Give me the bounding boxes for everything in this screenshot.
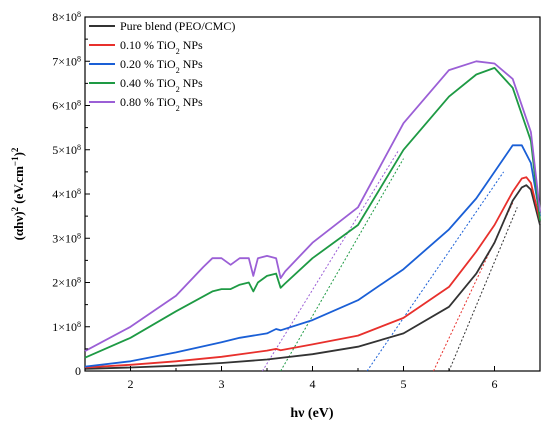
y-tick-exponent: 8 <box>77 10 81 19</box>
x-tick-label: 3 <box>219 377 225 391</box>
y-tick-label: 1×108 <box>52 319 81 334</box>
legend-label-text: 0.40 % TiO <box>120 76 176 90</box>
x-axis-label: hν (eV) <box>290 406 334 421</box>
y-tick-mantissa: 2×10 <box>52 276 77 290</box>
legend: Pure blend (PEO/CMC)0.10 % TiO2 NPs0.20 … <box>89 19 235 113</box>
y-tick-mantissa: 7×10 <box>52 54 77 68</box>
legend-label: 0.10 % TiO2 NPs <box>120 38 203 56</box>
legend-label-suffix: NPs <box>180 57 203 71</box>
y-tick-mantissa: 1×10 <box>52 320 77 334</box>
series-line <box>84 144 541 368</box>
fit-line <box>262 149 400 372</box>
x-axis-ticks: 2 3 4 5 6 <box>84 366 541 391</box>
y-tick-label: 7×108 <box>52 54 81 69</box>
y-tick-exponent: 8 <box>77 187 81 196</box>
legend-label: Pure blend (PEO/CMC) <box>120 19 235 33</box>
y-tick-exponent: 8 <box>77 142 81 151</box>
y-tick-label: 6×108 <box>52 98 81 113</box>
legend-label-suffix: NPs <box>180 38 203 52</box>
y-tick-exponent: 8 <box>77 54 81 63</box>
legend-label-subscript: 2 <box>176 47 180 56</box>
legend-label-suffix: NPs <box>180 76 203 90</box>
y-tick-label: 8×108 <box>52 10 81 25</box>
y-tick-mantissa: 0 <box>75 364 81 378</box>
legend-label-text: 0.10 % TiO <box>120 38 176 52</box>
legend-label-subscript: 2 <box>176 104 180 113</box>
legend-label-subscript: 2 <box>176 85 180 94</box>
y-tick-mantissa: 4×10 <box>52 187 77 201</box>
series-line <box>84 184 541 370</box>
y-tick-exponent: 8 <box>77 319 81 328</box>
y-tick-label: 4×108 <box>52 187 81 202</box>
y-tick-mantissa: 5×10 <box>52 143 77 157</box>
y-tick-exponent: 8 <box>77 98 81 107</box>
x-tick-label: 6 <box>492 377 498 391</box>
y-tick-exponent: 8 <box>77 275 81 284</box>
y-tick-label: 0 <box>75 364 81 378</box>
y-tick-label: 3×108 <box>52 231 81 246</box>
y-tick-label: 2×108 <box>52 275 81 290</box>
fit-line <box>433 202 514 372</box>
x-tick-label: 2 <box>128 377 134 391</box>
x-tick-label: 4 <box>310 377 316 391</box>
y-tick-exponent: 8 <box>77 231 81 240</box>
fit-line <box>280 158 404 372</box>
legend-label-suffix: NPs <box>180 95 203 109</box>
y-axis-label: (αhν)2 (eV.cm−1)2 <box>10 147 26 240</box>
series-group <box>84 60 541 370</box>
legend-label: 0.40 % TiO2 NPs <box>120 76 203 94</box>
legend-label-text: Pure blend (PEO/CMC) <box>120 19 235 33</box>
fit-line <box>366 171 505 372</box>
series-line <box>84 176 541 369</box>
legend-label-text: 0.80 % TiO <box>120 95 176 109</box>
x-tick-label: 5 <box>401 377 407 391</box>
y-tick-mantissa: 6×10 <box>52 99 77 113</box>
legend-label: 0.80 % TiO2 NPs <box>120 95 203 113</box>
y-axis-ticks: 01×1082×1083×1084×1085×1086×1087×1088×10… <box>52 10 90 378</box>
fit-line <box>448 207 518 372</box>
y-tick-mantissa: 3×10 <box>52 231 77 245</box>
legend-label: 0.20 % TiO2 NPs <box>120 57 203 75</box>
y-tick-mantissa: 8×10 <box>52 10 77 24</box>
series-line <box>84 67 541 359</box>
y-tick-label: 5×108 <box>52 142 81 157</box>
legend-label-text: 0.20 % TiO <box>120 57 176 71</box>
legend-label-subscript: 2 <box>176 66 180 75</box>
series-line <box>84 60 541 352</box>
